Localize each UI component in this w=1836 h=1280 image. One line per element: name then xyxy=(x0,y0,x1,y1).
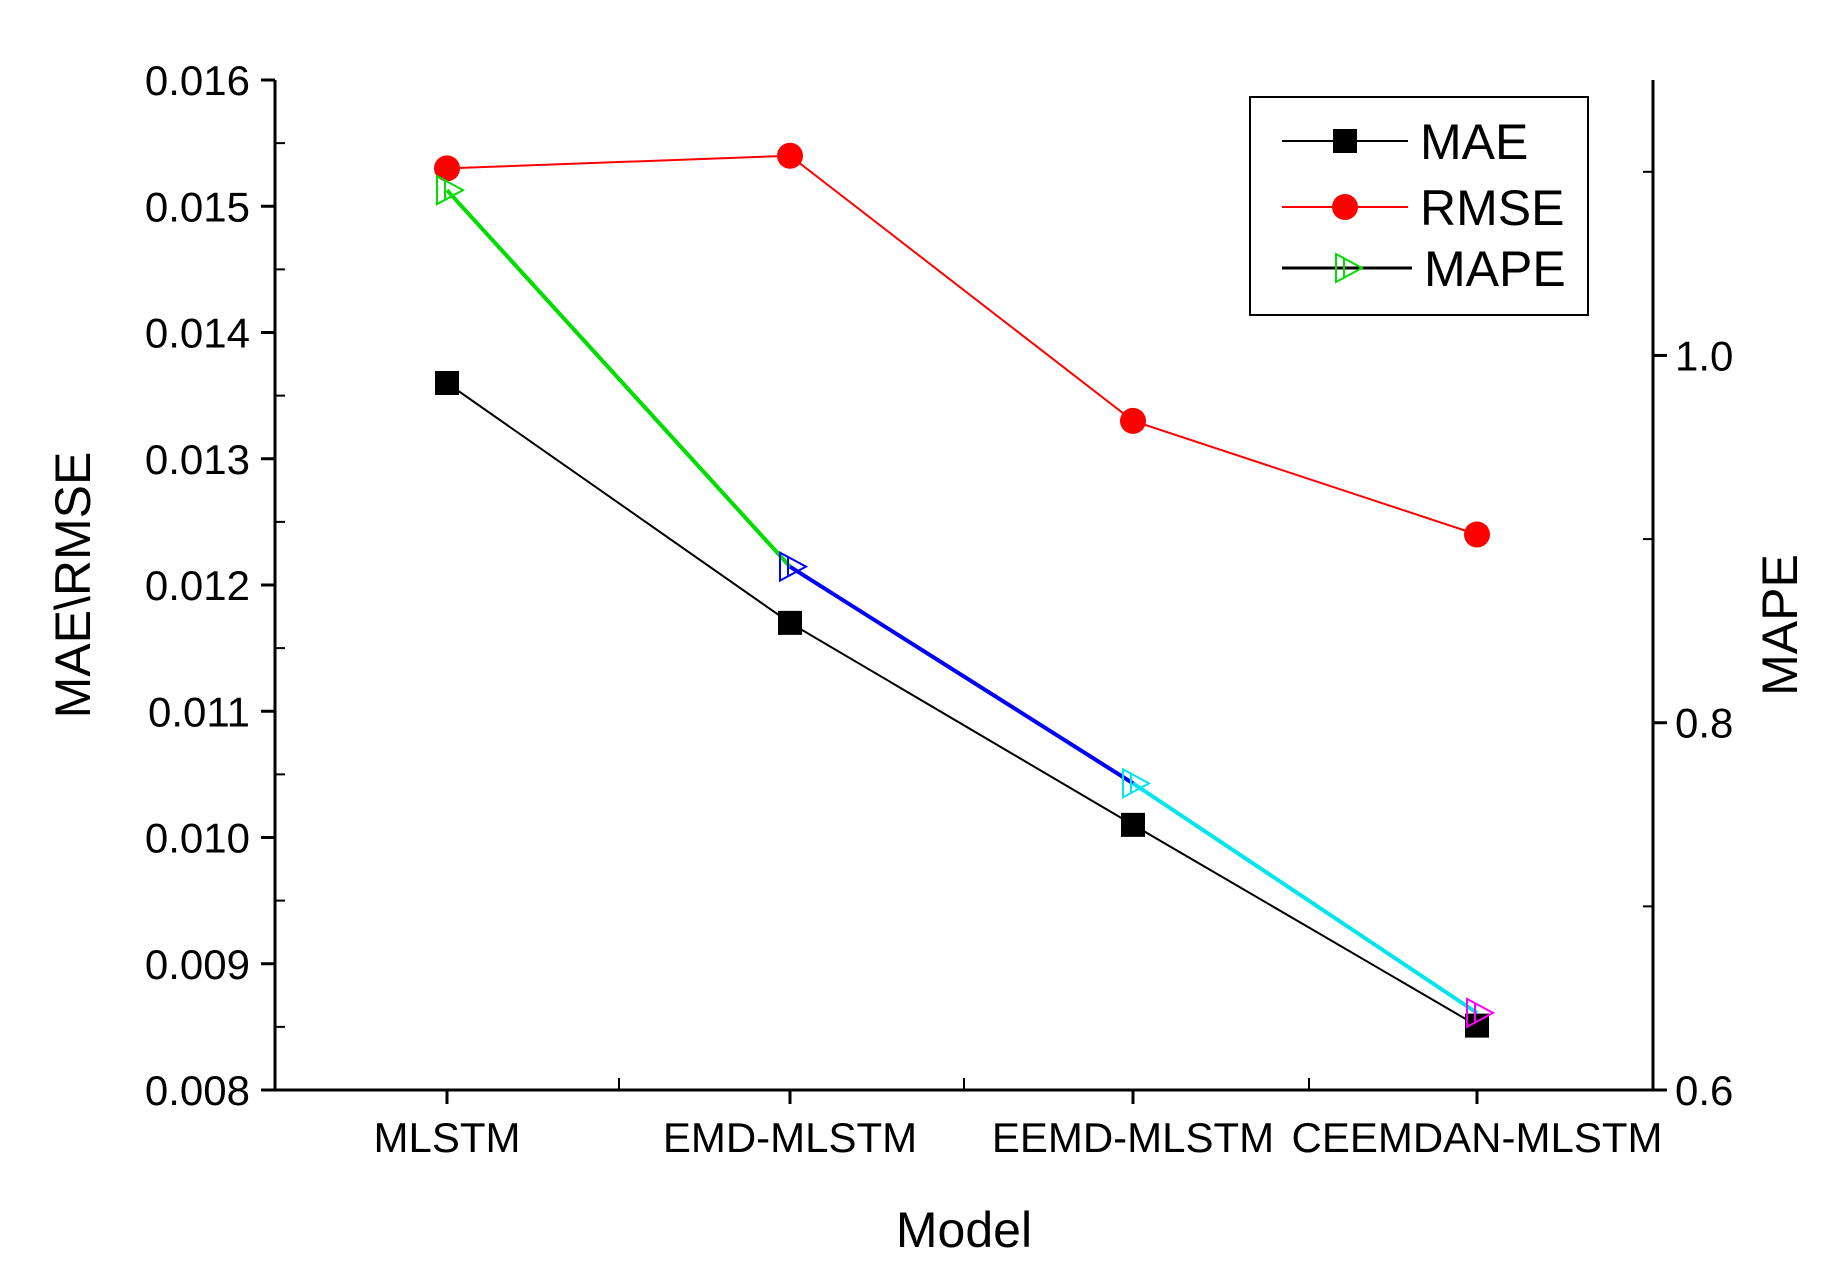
left-tick-label: 0.009 xyxy=(145,941,250,988)
ticks xyxy=(261,78,1667,1104)
left-tick-label: 0.010 xyxy=(145,815,250,862)
mape-series-lines xyxy=(445,188,1479,1015)
x-axis-title: Model xyxy=(896,1202,1032,1258)
mape-point xyxy=(1466,997,1496,1029)
x-tick-label: EEMD-MLSTM xyxy=(992,1114,1274,1161)
x-tick-label: MLSTM xyxy=(374,1114,521,1161)
rmse-point xyxy=(777,142,803,169)
legend-mae-label: MAE xyxy=(1420,114,1528,170)
right-tick-label: 1.0 xyxy=(1675,332,1733,379)
mae-point xyxy=(1121,812,1145,837)
rmse-point xyxy=(1120,407,1146,434)
left-tick-label: 0.015 xyxy=(145,183,250,230)
mae-point xyxy=(435,371,459,395)
legend-mape-marker xyxy=(1335,252,1365,284)
mape-point xyxy=(1122,767,1152,800)
legend-rmse-label: RMSE xyxy=(1420,180,1564,236)
rmse-point xyxy=(434,155,460,182)
x-tick-label: CEEMDAN-MLSTM xyxy=(1291,1114,1662,1161)
left-tick-label: 0.011 xyxy=(148,688,250,735)
mape-point xyxy=(436,174,466,206)
legend-rmse-marker xyxy=(1332,194,1358,220)
rmse-point xyxy=(1464,521,1490,548)
left-tick-label: 0.012 xyxy=(145,562,250,609)
tick-labels: 0.008 0.009 0.010 0.011 0.012 0.013 0.014 0.015… xyxy=(145,57,1734,1161)
mape-line-segment xyxy=(445,188,792,568)
mae-line xyxy=(446,382,1478,1027)
left-tick-label: 0.016 xyxy=(145,57,250,104)
left-tick-label: 0.008 xyxy=(145,1067,250,1114)
right-tick-label: 0.8 xyxy=(1675,700,1733,747)
right-tick-label: 0.6 xyxy=(1675,1067,1733,1114)
x-tick-label: EMD-MLSTM xyxy=(663,1114,917,1161)
mape-point xyxy=(779,550,809,583)
mae-point xyxy=(778,610,802,635)
legend-mape-label: MAPE xyxy=(1424,241,1566,297)
legend: MAE RMSE MAPE xyxy=(1249,96,1589,316)
right-y-axis-title: MAPE xyxy=(1752,554,1808,696)
legend-mae-marker xyxy=(1333,129,1357,153)
mape-line-segment xyxy=(788,564,1135,786)
mape-line-segment xyxy=(1131,781,1479,1015)
rmse-line xyxy=(446,154,1478,536)
left-tick-label: 0.013 xyxy=(145,436,250,483)
left-tick-label: 0.014 xyxy=(145,310,250,357)
mape-series-markers xyxy=(436,174,1496,1029)
left-y-axis-title: MAE\RMSE xyxy=(45,452,101,719)
mae-series xyxy=(435,371,1489,1038)
rmse-series xyxy=(434,142,1490,548)
